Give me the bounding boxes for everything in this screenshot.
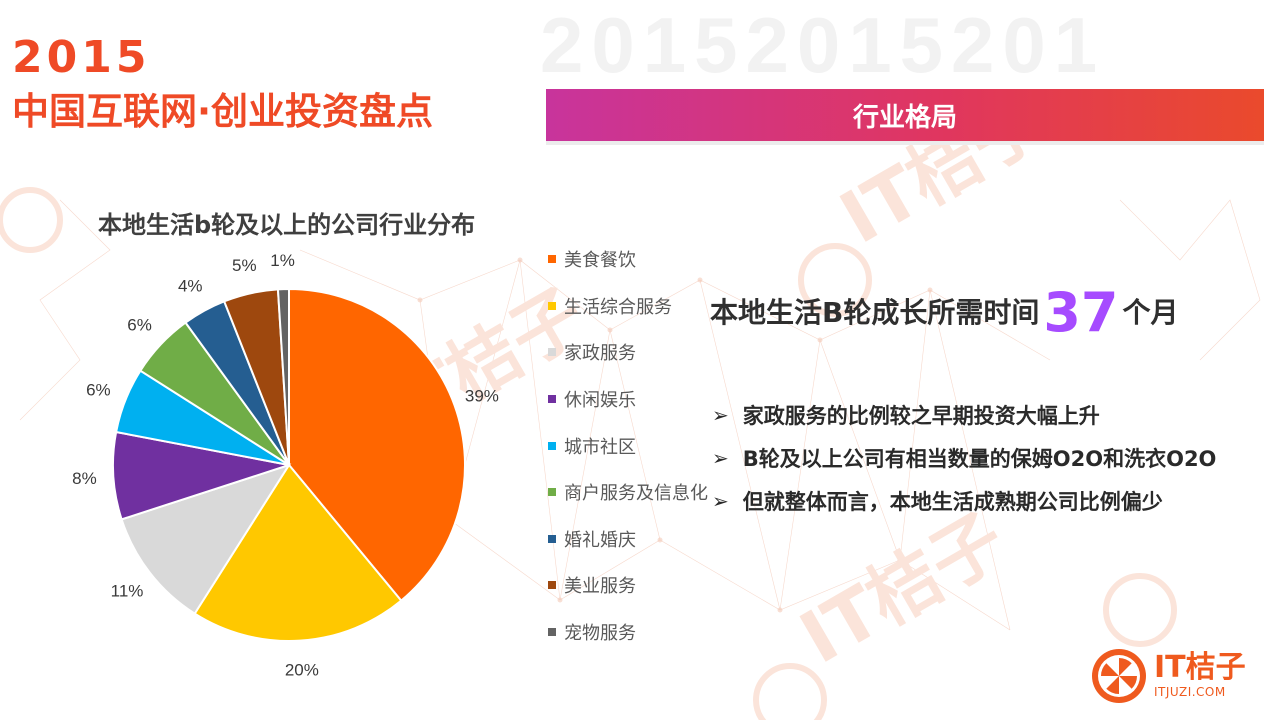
legend-swatch	[548, 255, 556, 264]
legend-item: 商户服务及信息化	[548, 469, 708, 516]
watermark-year: 20152015201	[540, 1, 1105, 89]
legend-swatch	[548, 488, 556, 497]
pie-data-label: 11%	[111, 582, 144, 601]
legend-item: 宠物服务	[548, 609, 708, 656]
pie-slice-2	[193, 463, 403, 642]
pie-slice-1	[288, 287, 466, 603]
logo-name: IT桔子	[1154, 650, 1246, 685]
bullet-list: ➢ 家政服务的比例较之早期投资大幅上升 ➢ B轮及以上公司有相当数量的保姆O2O…	[712, 393, 1216, 522]
legend-swatch	[548, 395, 556, 404]
legend-label: 商户服务及信息化	[564, 483, 708, 505]
pie-slice-3	[120, 463, 292, 615]
brand-logo: IT桔子 ITJUZI.COM	[1090, 647, 1246, 705]
legend-item: 休闲娱乐	[548, 376, 708, 423]
orange-slice-icon	[1092, 649, 1146, 703]
logo-url: ITJUZI.COM	[1154, 685, 1226, 699]
pie-data-label: 39%	[465, 387, 499, 406]
legend-swatch	[548, 301, 556, 310]
headline-number: 37	[1043, 281, 1119, 344]
arrow-bullet-icon: ➢	[712, 488, 729, 513]
pie-slice-9	[276, 287, 290, 466]
pie-data-label: 1%	[270, 251, 295, 270]
legend-label: 美食餐饮	[564, 250, 636, 272]
chart-title: 本地生活b轮及以上的公司行业分布	[98, 211, 476, 239]
arrow-bullet-icon: ➢	[712, 445, 729, 470]
legend-label: 婚礼婚庆	[564, 529, 636, 551]
section-title: 行业格局	[852, 102, 957, 133]
bullet-item: ➢ 家政服务的比例较之早期投资大幅上升	[712, 393, 1216, 436]
pie-data-label: 6%	[86, 381, 111, 400]
pie-data-label: 6%	[127, 316, 152, 335]
legend-swatch	[548, 441, 556, 450]
chart-legend: 美食餐饮生活综合服务 家政服务休闲娱乐城市社区商户服务及信息化 婚礼婚庆美业服务宠物…	[548, 236, 708, 655]
legend-label: 家政服务	[564, 343, 636, 365]
legend-label: 休闲娱乐	[564, 390, 636, 412]
legend-swatch	[548, 534, 556, 543]
legend-swatch	[548, 628, 556, 637]
legend-swatch	[548, 581, 556, 590]
pie-slice-4	[112, 430, 290, 521]
header-title: 中国互联网·创业投资盘点	[12, 90, 434, 133]
pie-data-label: 5%	[232, 256, 257, 275]
bullet-text: 家政服务的比例较之早期投资大幅上升	[742, 403, 1100, 428]
bullet-text: B轮及以上公司有相当数量的保姆O2O和洗衣O2O	[742, 446, 1217, 471]
legend-item: 婚礼婚庆	[548, 516, 708, 563]
bullet-text: 但就整体而言，本地生活成熟期公司比例偏少	[742, 489, 1163, 514]
pie-data-label: 20%	[285, 661, 319, 680]
legend-item: 美食餐饮	[548, 236, 708, 283]
legend-item: 美业服务	[548, 562, 708, 609]
legend-swatch	[548, 348, 556, 357]
legend-label: 城市社区	[564, 436, 636, 458]
headline: 本地生活B轮成长所需时间 37 个月	[710, 282, 1179, 344]
legend-label: 宠物服务	[564, 623, 636, 645]
pie-data-label: 8%	[72, 469, 97, 488]
bullet-item: ➢ B轮及以上公司有相当数量的保姆O2O和洗衣O2O	[712, 436, 1216, 479]
legend-item: 城市社区	[548, 422, 708, 469]
legend-item: 生活综合服务	[548, 283, 708, 330]
legend-label: 生活综合服务	[564, 296, 672, 318]
legend-label: 美业服务	[564, 576, 636, 598]
headline-lead: 本地生活B轮成长所需时间	[710, 296, 1040, 329]
pie-data-label: 4%	[178, 276, 203, 295]
section-banner: 行业格局	[546, 89, 1264, 141]
header-year: 2015	[12, 32, 151, 83]
bullet-item: ➢ 但就整体而言，本地生活成熟期公司比例偏少	[712, 479, 1216, 522]
headline-tail: 个月	[1122, 296, 1179, 329]
arrow-bullet-icon: ➢	[712, 402, 729, 427]
legend-item: 家政服务	[548, 329, 708, 376]
